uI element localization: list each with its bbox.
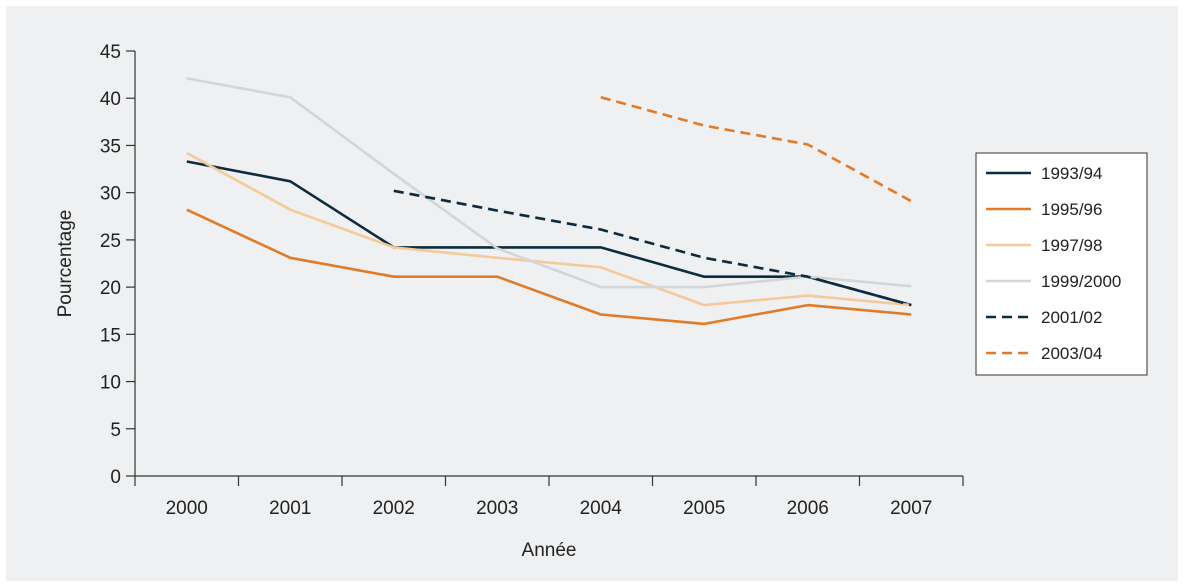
series-line-1993-94 (186, 160, 912, 307)
x-tick-label: 2002 (373, 498, 415, 519)
y-axis-title: Pourcentage (55, 210, 76, 318)
y-ticks: 0 5 10 15 20 25 30 35 40 45 (100, 42, 135, 488)
legend-label: 1993/94 (1041, 164, 1102, 183)
y-tick-label: 30 (100, 184, 121, 205)
x-ticks: 2000 2001 2002 2003 2004 2005 2006 2007 (134, 476, 964, 519)
legend-label: 1997/98 (1041, 236, 1102, 255)
y-tick-label: 15 (100, 325, 121, 346)
series-line-1997-98 (186, 151, 912, 307)
legend-label: 1995/96 (1041, 200, 1102, 219)
y-tick-label: 5 (110, 420, 121, 441)
x-tick-label: 2007 (890, 498, 932, 519)
series-line-1999-2000 (186, 77, 912, 289)
legend-label: 2001/02 (1041, 308, 1102, 327)
series-line-2001-02 (393, 189, 912, 307)
legend: 1993/94 1995/96 1997/98 1999/2000 2001/02 200… (975, 152, 1148, 376)
y-tick-label: 35 (100, 136, 121, 157)
y-tick-label: 40 (100, 89, 121, 110)
x-tick-label: 2004 (580, 498, 623, 519)
x-tick-label: 2001 (269, 498, 311, 519)
legend-label: 1999/2000 (1041, 272, 1121, 291)
legend-box (975, 152, 1148, 376)
y-tick-label: 10 (100, 373, 121, 394)
y-tick-label: 20 (100, 278, 121, 299)
legend-label: 2003/04 (1041, 344, 1102, 363)
x-tick-label: 2000 (166, 498, 208, 519)
x-tick-label: 2006 (787, 498, 829, 519)
y-tick-label: 25 (100, 231, 121, 252)
x-axis-title: Année (522, 540, 577, 561)
y-tick-label: 45 (100, 42, 121, 63)
x-tick-label: 2003 (476, 498, 518, 519)
y-tick-label: 0 (110, 467, 121, 488)
series-line-1995-96 (186, 208, 912, 326)
series-line-2003-04 (600, 96, 912, 203)
series-lines (186, 77, 912, 326)
x-tick-label: 2005 (683, 498, 725, 519)
